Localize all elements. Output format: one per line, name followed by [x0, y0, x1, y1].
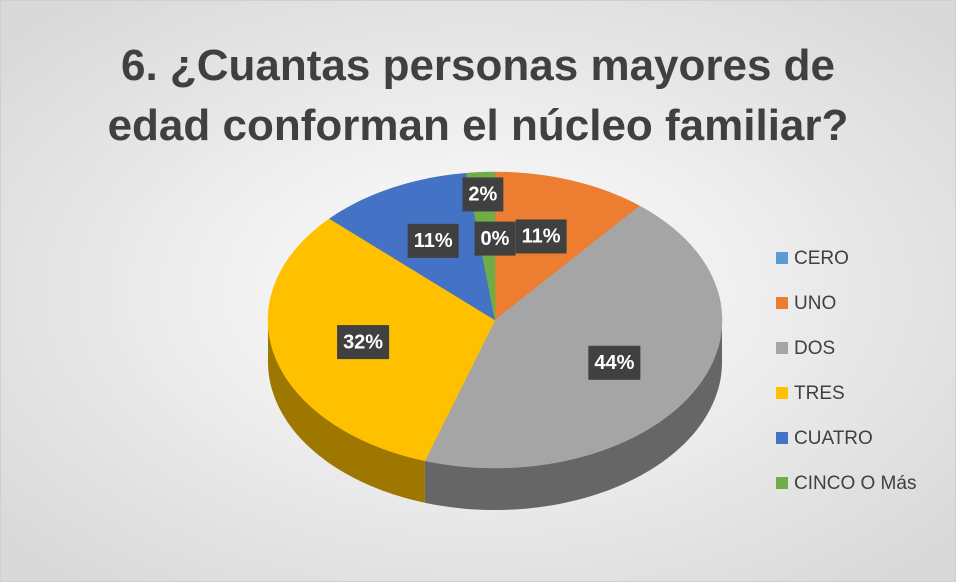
data-label-text: 2% [468, 184, 497, 206]
legend-swatch [776, 342, 788, 354]
data-label: 32% [337, 325, 390, 360]
data-label: 11% [515, 219, 567, 254]
slice-side [424, 320, 722, 510]
chart-title: 6. ¿Cuantas personas mayores de edad con… [107, 41, 849, 150]
data-label-text: 11% [414, 230, 453, 252]
legend-label: UNO [794, 293, 836, 314]
data-label-box [462, 177, 504, 212]
legend-swatch [776, 297, 788, 309]
data-label-box [588, 345, 641, 380]
legend-swatch [776, 252, 788, 264]
data-label: 44% [588, 345, 641, 380]
legend-label: TRES [794, 383, 845, 404]
data-label-box [337, 325, 390, 360]
data-label-box [407, 223, 459, 258]
slice [424, 205, 723, 469]
data-label-box [515, 219, 567, 254]
data-label: 0% [474, 221, 516, 256]
legend-swatch [776, 432, 788, 444]
legend-swatch [776, 477, 788, 489]
data-label-text: 0% [481, 228, 510, 250]
legend-label: CINCO O Más [794, 473, 916, 494]
data-label-text: 44% [594, 352, 634, 374]
legend-swatch [776, 387, 788, 399]
legend-label: CERO [794, 248, 849, 269]
data-label: 11% [407, 223, 459, 258]
slice-side [268, 320, 425, 503]
data-label-text: 32% [343, 331, 383, 353]
data-label: 2% [462, 177, 504, 212]
slice [494, 171, 641, 321]
data-label-box [474, 221, 516, 256]
legend-label: CUATRO [794, 428, 873, 449]
legend-label: DOS [794, 338, 835, 359]
data-label-text: 11% [522, 226, 561, 248]
